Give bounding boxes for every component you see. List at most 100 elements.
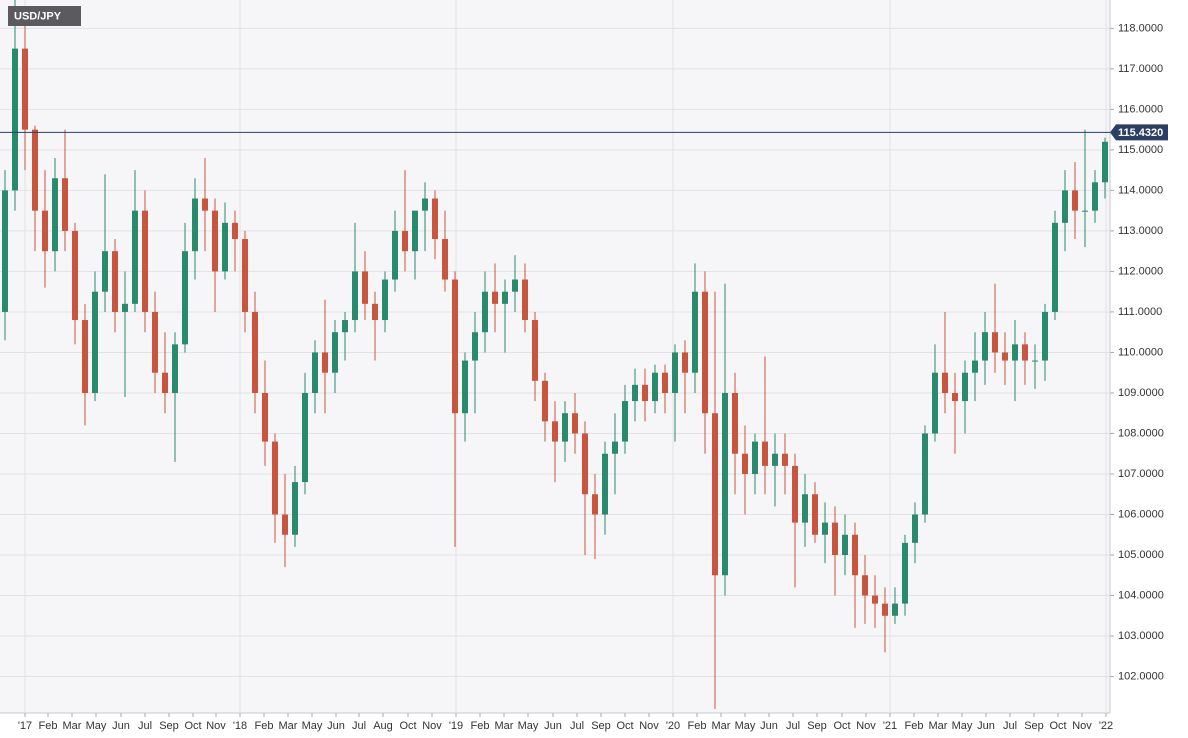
x-tick-label: '18 (233, 720, 247, 732)
x-tick-label: Nov (639, 720, 659, 732)
candle-body (422, 198, 428, 211)
candle-body (1002, 352, 1008, 361)
y-tick-label: 112.0000 (1118, 265, 1163, 277)
x-tick-label: '17 (18, 720, 32, 732)
labels: 102.0000 103.0000 104.0000 105.0000 106.0000… (0, 22, 1168, 732)
candle-body (302, 392, 308, 483)
candle-body (512, 279, 518, 292)
candle-body (32, 129, 38, 211)
y-tick-label: 114.0000 (1118, 184, 1163, 196)
y-tick-label: 108.0000 (1118, 427, 1164, 439)
x-tick-label: Jul (138, 720, 152, 732)
candle-body (1042, 311, 1048, 361)
candle-body (792, 465, 798, 523)
candle-body (442, 239, 448, 280)
x-tick-label: Feb (39, 720, 58, 732)
candle-body (52, 178, 58, 252)
title-badge (8, 6, 81, 26)
candle-body (142, 210, 148, 312)
x-tick-label: Jul (570, 720, 584, 732)
candle-body (182, 251, 188, 345)
candle-body (162, 372, 168, 393)
candle-body (592, 494, 598, 515)
candle-body (212, 210, 218, 272)
candle-body (922, 433, 928, 515)
candle-body (952, 392, 958, 402)
x-tick-label: Sep (807, 720, 827, 732)
x-tick-label: May (735, 720, 756, 732)
candle-body (562, 413, 568, 442)
x-tick-label: Jun (760, 720, 778, 732)
x-tick-label: Nov (422, 720, 442, 732)
candle-body (352, 271, 358, 321)
candle-body (682, 352, 688, 373)
candle-body (772, 453, 778, 466)
candle-body (532, 320, 538, 381)
y-tick-label: 105.0000 (1118, 549, 1164, 561)
x-tick-label: Mar (63, 720, 82, 732)
candle-body (992, 332, 998, 353)
x-tick-label: Mar (495, 720, 514, 732)
x-tick-label: '21 (883, 720, 897, 732)
candle-body (882, 603, 888, 616)
candle-body (1092, 182, 1098, 211)
candle-body (502, 291, 508, 304)
y-tick-label: 113.0000 (1118, 225, 1163, 237)
x-tick-label: Jul (786, 720, 800, 732)
x-tick-label: Oct (616, 720, 633, 732)
y-tick-label: 111.0000 (1118, 306, 1162, 318)
x-tick-label: Jul (352, 720, 366, 732)
candle-body (462, 360, 468, 414)
candles (2, 0, 1108, 709)
candle-body (362, 271, 368, 304)
candle-body (632, 384, 638, 402)
x-tick-label: Feb (471, 720, 490, 732)
candle-body (622, 401, 628, 442)
candle-body (1082, 210, 1088, 212)
candle-body (122, 303, 128, 312)
candle-body (402, 230, 408, 252)
candle-body (752, 441, 758, 474)
y-tick-label: 107.0000 (1118, 468, 1164, 480)
last-price-label: 115.4320 (1118, 127, 1163, 139)
candle-body (862, 575, 868, 596)
candle-body (172, 344, 178, 393)
candle-body (872, 595, 878, 604)
candle-body (582, 433, 588, 495)
candle-body (62, 178, 68, 231)
candle-body (322, 352, 328, 373)
x-tick-label: Sep (159, 720, 179, 732)
x-tick-label: Mar (279, 720, 298, 732)
candle-body (802, 494, 808, 523)
candle-body (972, 360, 978, 373)
candle-body (962, 372, 968, 402)
candle-body (1102, 141, 1108, 183)
x-tick-label: Oct (833, 720, 850, 732)
last-price-badge (1110, 124, 1168, 141)
candle-body (92, 291, 98, 393)
y-tick-label: 104.0000 (1118, 589, 1164, 601)
candle-body (842, 534, 848, 556)
candle-body (112, 251, 118, 312)
candle-body (942, 372, 948, 393)
x-tick-label: Feb (255, 720, 274, 732)
candle-body (332, 332, 338, 373)
candle-body (652, 372, 658, 402)
candle-body (22, 48, 28, 130)
candle-body (432, 198, 438, 240)
candle-body (12, 48, 18, 191)
candle-body (782, 453, 788, 466)
y-tick-label: 116.0000 (1118, 103, 1163, 115)
y-tick-label: 117.0000 (1118, 63, 1163, 75)
y-tick-label: 109.0000 (1118, 387, 1164, 399)
y-tick-label: 110.0000 (1118, 346, 1163, 358)
x-tick-label: Sep (591, 720, 611, 732)
candle-body (982, 332, 988, 361)
x-tick-label: Mar (929, 720, 948, 732)
candle-body (912, 514, 918, 543)
candle-body (192, 198, 198, 252)
candle-body (472, 332, 478, 361)
candle-body (202, 198, 208, 211)
x-tick-label: Oct (399, 720, 416, 732)
